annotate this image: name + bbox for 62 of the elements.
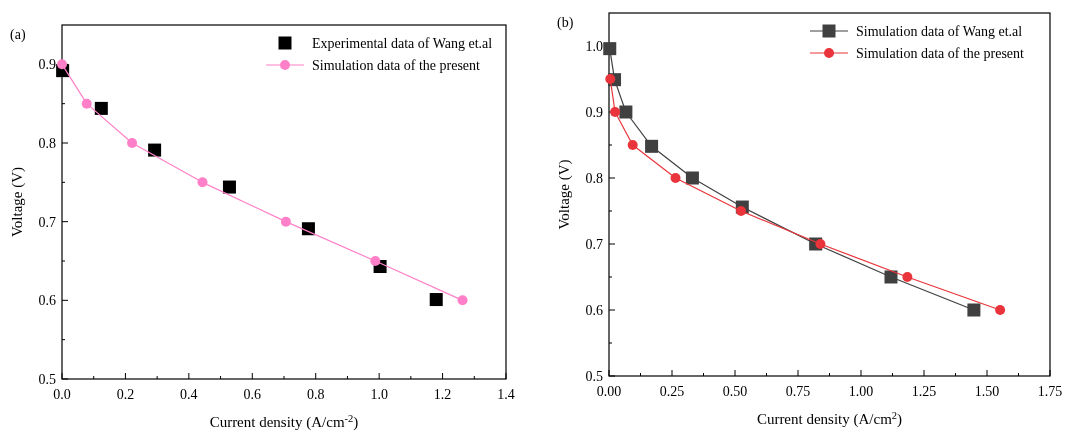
point [902, 272, 913, 282]
y-tick-label: 0.7 [38, 214, 56, 230]
point [81, 98, 92, 109]
x-tick-label: 0.4 [180, 387, 198, 402]
x-tick-label: 0.25 [659, 384, 685, 399]
point [148, 143, 162, 157]
point [370, 256, 381, 266]
x-tick-label: 1.0 [370, 387, 388, 402]
y-tick-label: 0.8 [585, 171, 603, 186]
x-tick-label: 0.00 [596, 384, 622, 399]
x-axis-title: Current density (A/cm$^{-2}$) [209, 412, 359, 431]
point [645, 139, 659, 153]
point [610, 107, 621, 117]
point [429, 293, 443, 307]
point [280, 216, 291, 227]
point [619, 105, 633, 119]
y-tick-label: 0.6 [38, 293, 56, 309]
x-tick-label: 1.50 [974, 384, 1000, 399]
y-axis-title: Voltage (V) [9, 166, 26, 238]
legend-label: Experimental data of Wang et.al [312, 36, 493, 51]
point [605, 74, 616, 84]
point [94, 101, 108, 115]
point [57, 59, 67, 70]
point [603, 42, 617, 56]
legend-label: Simulation data of the present [312, 58, 481, 73]
point [457, 295, 468, 306]
point [222, 180, 236, 194]
chart-title: (a) [10, 27, 26, 43]
legend-label: Simulation data of the present [856, 46, 1025, 61]
x-tick-label: 0.75 [785, 384, 811, 399]
point [995, 305, 1006, 315]
x-tick-label: 0.0 [53, 387, 71, 402]
point [967, 303, 981, 317]
y-axis-title: Voltage (V) [556, 159, 573, 230]
point [197, 177, 208, 188]
x-tick-label: 0.6 [243, 387, 262, 402]
x-axis-title: Current density (A/cm$^{2}$) [756, 409, 903, 428]
point [627, 140, 638, 150]
y-tick-label: 0.9 [38, 57, 56, 73]
point [127, 138, 138, 148]
y-tick-label: 0.7 [585, 237, 603, 252]
legend-label: Simulation data of Wang et.al [856, 24, 1023, 39]
x-tick-label: 0.2 [116, 387, 135, 402]
x-tick-label: 1.4 [497, 387, 515, 402]
x-tick-label: 0.8 [306, 387, 325, 402]
point [736, 206, 747, 216]
y-tick-label: 1.0 [585, 39, 603, 54]
y-tick-label: 0.6 [585, 303, 603, 318]
point [685, 171, 699, 185]
x-tick-label: 0.50 [722, 384, 748, 399]
point [670, 173, 681, 183]
chart-title: (b) [557, 15, 574, 31]
point [815, 239, 826, 249]
x-tick-label: 1.2 [433, 387, 452, 402]
x-tick-label: 1.25 [911, 384, 937, 399]
y-tick-label: 0.8 [38, 136, 56, 151]
y-tick-label: 0.5 [585, 369, 603, 384]
x-tick-label: 1.75 [1037, 384, 1063, 399]
y-tick-label: 0.9 [585, 105, 603, 120]
y-tick-label: 0.5 [38, 372, 56, 387]
x-tick-label: 1.00 [848, 384, 874, 399]
point [884, 270, 898, 284]
